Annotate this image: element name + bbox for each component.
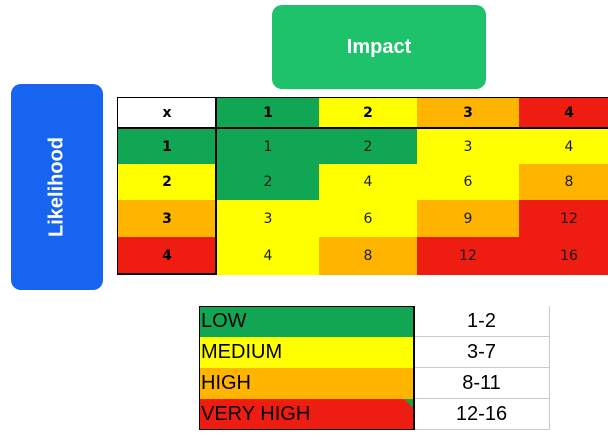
score-cell-l1-i1: 1 <box>217 129 319 164</box>
legend-level-label: LOW <box>199 306 414 337</box>
score-cell-l4-i3: 12 <box>417 237 519 275</box>
legend-row: HIGH 8-11 <box>199 368 550 399</box>
score-cell-l3-i3: 9 <box>417 200 519 237</box>
score-cell-l4-i4: 16 <box>519 237 608 275</box>
impact-label: Impact <box>346 35 412 58</box>
likelihood-header-2: 2 <box>117 164 217 200</box>
likelihood-axis-title: Likelihood <box>11 84 103 290</box>
impact-header-2: 2 <box>319 97 417 129</box>
legend-score-range: 12-16 <box>414 399 550 430</box>
likelihood-header-3: 3 <box>117 200 217 237</box>
score-cell-l4-i2: 8 <box>319 237 417 275</box>
score-cell-l2-i2: 4 <box>319 164 417 200</box>
score-cell-l1-i3: 3 <box>417 129 519 164</box>
legend-level-label: VERY HIGH <box>199 399 414 430</box>
score-cell-l3-i2: 6 <box>319 200 417 237</box>
legend-level-label: HIGH <box>199 368 414 399</box>
score-cell-l2-i3: 6 <box>417 164 519 200</box>
comment-indicator-icon <box>404 399 413 408</box>
impact-header-3: 3 <box>417 97 519 129</box>
legend-level-text: MEDIUM <box>201 341 283 363</box>
risk-matrix: x 1 2 3 4 1 1 2 3 4 2 2 4 6 8 3 3 6 9 12 4 4 8 12 16 <box>117 97 608 275</box>
risk-legend: LOW 1-2 MEDIUM 3-7 HIGH 8-11 VERY HIGH 12-16 <box>199 306 550 430</box>
matrix-corner-cell: x <box>117 97 217 129</box>
legend-score-range: 1-2 <box>414 306 550 337</box>
legend-level-text: LOW <box>201 310 247 332</box>
legend-score-range: 3-7 <box>414 337 550 368</box>
legend-row: VERY HIGH 12-16 <box>199 399 550 430</box>
score-cell-l1-i4: 4 <box>519 129 608 164</box>
score-cell-l3-i1: 3 <box>217 200 319 237</box>
score-cell-l2-i4: 8 <box>519 164 608 200</box>
likelihood-header-4: 4 <box>117 237 217 275</box>
impact-axis-title: Impact <box>272 5 486 89</box>
legend-score-range: 8-11 <box>414 368 550 399</box>
likelihood-label: Likelihood <box>45 137 68 237</box>
legend-level-text: VERY HIGH <box>201 403 311 425</box>
impact-header-1: 1 <box>217 97 319 129</box>
legend-row: LOW 1-2 <box>199 306 550 337</box>
score-cell-l2-i1: 2 <box>217 164 319 200</box>
legend-level-label: MEDIUM <box>199 337 414 368</box>
score-cell-l4-i1: 4 <box>217 237 319 275</box>
score-cell-l1-i2: 2 <box>319 129 417 164</box>
impact-header-4: 4 <box>519 97 608 129</box>
legend-level-text: HIGH <box>201 372 251 394</box>
legend-row: MEDIUM 3-7 <box>199 337 550 368</box>
score-cell-l3-i4: 12 <box>519 200 608 237</box>
likelihood-header-1: 1 <box>117 129 217 164</box>
